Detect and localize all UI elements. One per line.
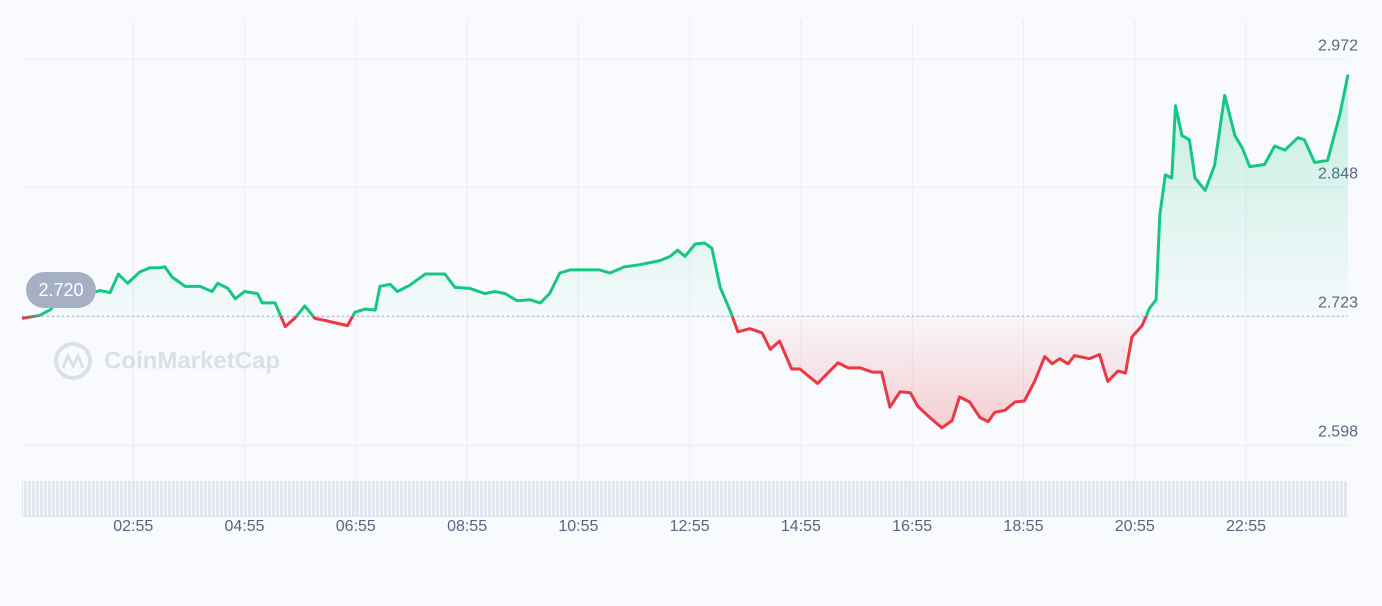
x-tick-label: 08:55 bbox=[447, 518, 487, 535]
watermark-text: CoinMarketCap bbox=[104, 347, 280, 374]
x-tick-label: 04:55 bbox=[225, 518, 265, 535]
watermark: CoinMarketCap bbox=[54, 342, 280, 380]
x-tick-label: 12:55 bbox=[670, 518, 710, 535]
x-tick-label: 20:55 bbox=[1115, 518, 1155, 535]
y-tick-label: 2.972 bbox=[1318, 37, 1358, 54]
volume-band bbox=[22, 481, 1348, 516]
x-tick-label: 06:55 bbox=[336, 518, 376, 535]
price-badge: 2.720 bbox=[26, 272, 96, 308]
y-tick-label: 2.598 bbox=[1318, 424, 1358, 441]
price-area bbox=[22, 74, 1348, 428]
x-tick-label: 18:55 bbox=[1003, 518, 1043, 535]
x-tick-label: 16:55 bbox=[892, 518, 932, 535]
x-tick-label: 22:55 bbox=[1226, 518, 1266, 535]
badge-label: 2.720 bbox=[38, 280, 83, 300]
plot bbox=[21, 74, 1350, 430]
x-tick-label: 02:55 bbox=[113, 518, 153, 535]
x-tick-label: 14:55 bbox=[781, 518, 821, 535]
x-tick-label: 10:55 bbox=[558, 518, 598, 535]
price-line bbox=[21, 74, 1350, 430]
